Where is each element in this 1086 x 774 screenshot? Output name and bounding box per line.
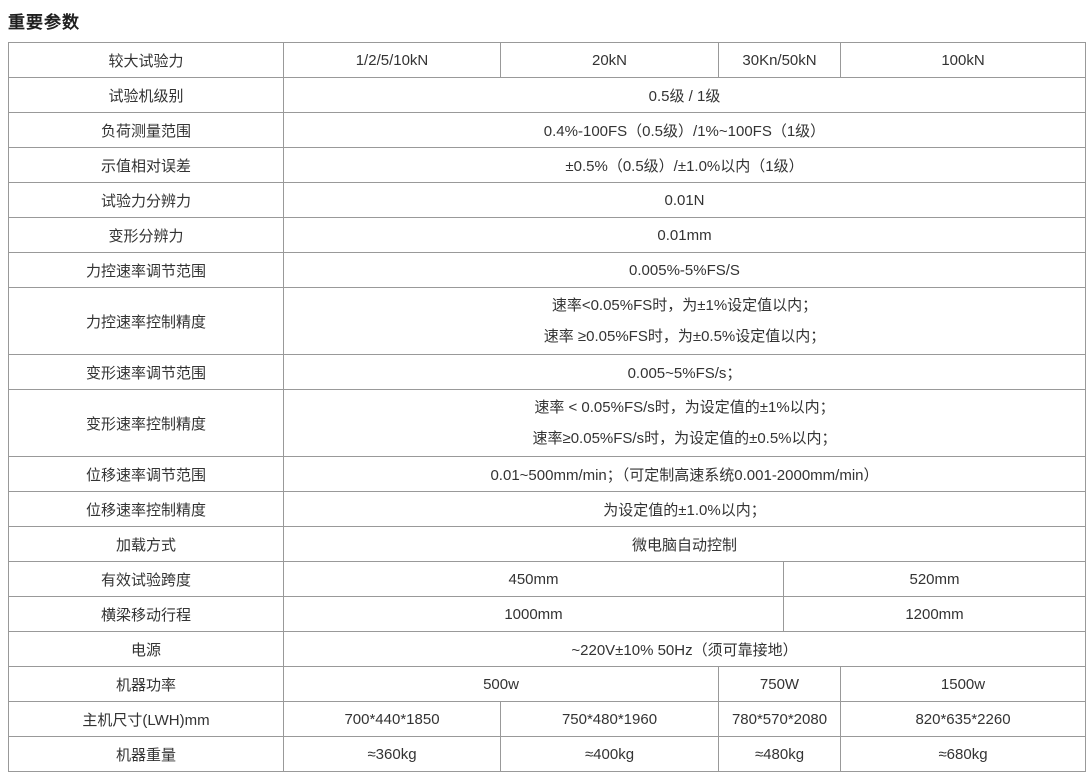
row-label-cell: 变形速率调节范围 bbox=[8, 354, 284, 390]
row-label-cell: 位移速率控制精度 bbox=[8, 491, 284, 527]
row-label-cell: 较大试验力 bbox=[8, 42, 284, 78]
value-cell: 780*570*2080 bbox=[718, 701, 841, 737]
row-label-cell: 电源 bbox=[8, 631, 284, 667]
row-label-cell: 主机尺寸(LWH)mm bbox=[8, 701, 284, 737]
row-label-cell: 试验机级别 bbox=[8, 77, 284, 113]
value-cell: 1200mm bbox=[783, 596, 1086, 632]
table-row: 机器重量 ≈360kg ≈400kg ≈480kg ≈680kg bbox=[8, 736, 1086, 772]
value-cell: ≈360kg bbox=[283, 736, 501, 772]
value-cell: ±0.5%（0.5级）/±1.0%以内（1级） bbox=[283, 147, 1086, 183]
parameters-table-body: 较大试验力 1/2/5/10kN 20kN 30Kn/50kN 100kN 试验机级别 0.… bbox=[8, 42, 1086, 772]
value-cell: 速率 < 0.05%FS/s时，为设定值的±1%以内； 速率≥0.05%FS/s… bbox=[283, 389, 1086, 457]
value-cell: 700*440*1850 bbox=[283, 701, 501, 737]
table-row: 力控速率调节范围 0.005%-5%FS/S bbox=[8, 252, 1086, 288]
table-row: 负荷测量范围 0.4%-100FS（0.5级）/1%~100FS（1级） bbox=[8, 112, 1086, 148]
table-row: 加载方式 微电脑自动控制 bbox=[8, 526, 1086, 562]
row-label-cell: 负荷测量范围 bbox=[8, 112, 284, 148]
value-cell: 100kN bbox=[840, 42, 1086, 78]
row-label-cell: 机器重量 bbox=[8, 736, 284, 772]
table-row: 横梁移动行程 1000mm 1200mm bbox=[8, 596, 1086, 632]
table-row: 变形速率控制精度 速率 < 0.05%FS/s时，为设定值的±1%以内； 速率≥0… bbox=[8, 389, 1086, 457]
table-row: 力控速率控制精度 速率<0.05%FS时，为±1%设定值以内； 速率 ≥0.05%… bbox=[8, 287, 1086, 355]
important-parameters-table: 较大试验力 1/2/5/10kN 20kN 30Kn/50kN 100kN 试验机级别 0.… bbox=[8, 42, 1086, 772]
table-row: 电源 ~220V±10% 50Hz（须可靠接地） bbox=[8, 631, 1086, 667]
value-cell: 0.4%-100FS（0.5级）/1%~100FS（1级） bbox=[283, 112, 1086, 148]
row-label-cell: 变形分辨力 bbox=[8, 217, 284, 253]
value-cell: 30Kn/50kN bbox=[718, 42, 841, 78]
table-row: 试验力分辨力 0.01N bbox=[8, 182, 1086, 218]
value-cell: 0.01mm bbox=[283, 217, 1086, 253]
value-cell: 0.005%-5%FS/S bbox=[283, 252, 1086, 288]
value-cell: 750*480*1960 bbox=[500, 701, 719, 737]
page-title: 重要参数 bbox=[8, 13, 80, 32]
row-label-cell: 机器功率 bbox=[8, 666, 284, 702]
value-cell: 20kN bbox=[500, 42, 719, 78]
value-cell: 速率<0.05%FS时，为±1%设定值以内； 速率 ≥0.05%FS时，为±0.… bbox=[283, 287, 1086, 355]
row-label-cell: 有效试验跨度 bbox=[8, 561, 284, 597]
value-cell: ≈400kg bbox=[500, 736, 719, 772]
value-cell: 为设定值的±1.0%以内； bbox=[283, 491, 1086, 527]
row-label-cell: 变形速率控制精度 bbox=[8, 389, 284, 457]
value-cell: 0.005~5%FS/s； bbox=[283, 354, 1086, 390]
table-row: 示值相对误差 ±0.5%（0.5级）/±1.0%以内（1级） bbox=[8, 147, 1086, 183]
value-cell: 820*635*2260 bbox=[840, 701, 1086, 737]
value-cell: 450mm bbox=[283, 561, 784, 597]
value-cell: ≈480kg bbox=[718, 736, 841, 772]
table-row: 变形分辨力 0.01mm bbox=[8, 217, 1086, 253]
value-cell: 500w bbox=[283, 666, 719, 702]
table-row: 试验机级别 0.5级 / 1级 bbox=[8, 77, 1086, 113]
table-row: 主机尺寸(LWH)mm 700*440*1850 750*480*1960 780*5… bbox=[8, 701, 1086, 737]
row-label-cell: 力控速率调节范围 bbox=[8, 252, 284, 288]
value-cell: 1/2/5/10kN bbox=[283, 42, 501, 78]
value-cell: 520mm bbox=[783, 561, 1086, 597]
value-cell: 750W bbox=[718, 666, 841, 702]
row-label-cell: 试验力分辨力 bbox=[8, 182, 284, 218]
row-label-cell: 横梁移动行程 bbox=[8, 596, 284, 632]
value-cell: ≈680kg bbox=[840, 736, 1086, 772]
table-row: 变形速率调节范围 0.005~5%FS/s； bbox=[8, 354, 1086, 390]
value-cell: 0.5级 / 1级 bbox=[283, 77, 1086, 113]
value-cell: 1000mm bbox=[283, 596, 784, 632]
row-label-cell: 示值相对误差 bbox=[8, 147, 284, 183]
value-cell: 微电脑自动控制 bbox=[283, 526, 1086, 562]
row-label-cell: 位移速率调节范围 bbox=[8, 456, 284, 492]
table-row: 有效试验跨度 450mm 520mm bbox=[8, 561, 1086, 597]
table-row: 位移速率控制精度 为设定值的±1.0%以内； bbox=[8, 491, 1086, 527]
value-cell: ~220V±10% 50Hz（须可靠接地） bbox=[283, 631, 1086, 667]
value-cell: 0.01~500mm/min；（可定制高速系统0.001-2000mm/min） bbox=[283, 456, 1086, 492]
value-cell: 0.01N bbox=[283, 182, 1086, 218]
row-label-cell: 力控速率控制精度 bbox=[8, 287, 284, 355]
table-row: 较大试验力 1/2/5/10kN 20kN 30Kn/50kN 100kN bbox=[8, 42, 1086, 78]
table-row: 位移速率调节范围 0.01~500mm/min；（可定制高速系统0.001-200… bbox=[8, 456, 1086, 492]
value-cell: 1500w bbox=[840, 666, 1086, 702]
table-row: 机器功率 500w 750W 1500w bbox=[8, 666, 1086, 702]
row-label-cell: 加载方式 bbox=[8, 526, 284, 562]
